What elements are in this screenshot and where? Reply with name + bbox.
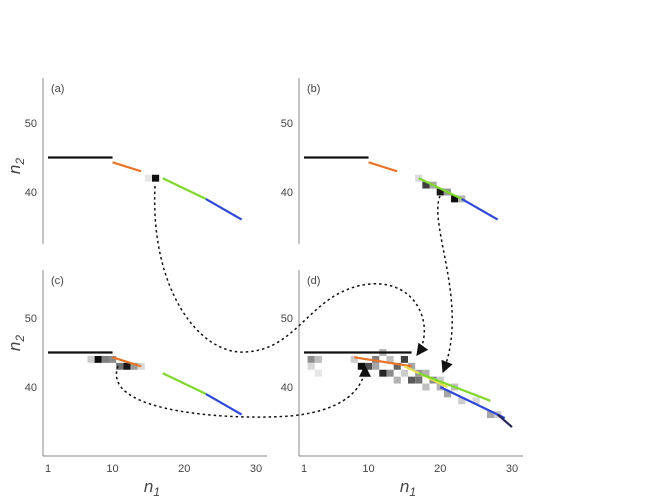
x-axis-title-right-sub: 1	[409, 485, 416, 498]
heat-cell	[130, 362, 138, 370]
heat-cell	[422, 181, 430, 189]
heat-cell	[400, 369, 408, 377]
series-blue	[205, 392, 243, 416]
heat-cell	[436, 188, 444, 196]
y-tick-label: 50	[281, 118, 293, 130]
heat-cell	[422, 369, 430, 377]
y-axis-title-top: n2	[5, 158, 27, 174]
panels: (a) 50 40 (b) 50 40 (c) 50 40 1 10 20 30 (d) 50 40 1 10 20…	[25, 78, 523, 475]
heat-cell	[307, 355, 315, 363]
panel-b: (b) 50 40	[281, 78, 499, 244]
heat-cell	[108, 355, 117, 363]
heat-cell	[152, 174, 160, 182]
series-orange	[368, 161, 398, 173]
heat-cell	[357, 362, 365, 370]
y-tick-label: 40	[281, 187, 293, 199]
x-tick-label: 1	[45, 463, 51, 475]
heat-cell	[116, 362, 124, 370]
heat-cell	[307, 362, 315, 370]
heat-cell	[144, 174, 152, 182]
panel-c: (c) 50 40 1 10 20 30	[25, 270, 267, 475]
series-orange	[112, 356, 142, 368]
x-tick-label: 10	[362, 463, 374, 475]
heat-cell	[314, 369, 322, 377]
heat-cell	[372, 362, 380, 370]
heat-cell	[436, 376, 444, 384]
heat-cell	[451, 195, 459, 203]
y-axis-title-top-sub: 2	[13, 158, 27, 166]
x-axis-title-left-sub: 1	[153, 485, 160, 498]
x-tick-label: 1	[301, 463, 307, 475]
series-lime	[162, 372, 207, 395]
arrow-c-to-d	[115, 364, 371, 418]
x-tick-label: 30	[250, 463, 262, 475]
x-tick-label: 20	[178, 463, 190, 475]
heat-cell	[314, 355, 322, 363]
series-lime	[162, 177, 207, 200]
panel-d: (d) 50 40 1 10 20 30	[281, 270, 523, 475]
series-blue	[439, 386, 506, 420]
heat-cell	[422, 383, 430, 391]
y-tick-label: 40	[25, 187, 37, 199]
heat-cell	[372, 355, 380, 363]
y-axis-title-top-main: n	[5, 165, 24, 174]
x-axis-title-right: n1	[400, 477, 416, 498]
x-tick-label: 20	[434, 463, 446, 475]
x-axis-title-left: n1	[144, 477, 160, 498]
y-tick-label: 40	[281, 382, 293, 394]
heat-cell	[364, 362, 373, 370]
connector-arrows	[115, 185, 453, 418]
heat-cell	[94, 355, 102, 363]
y-tick-label: 50	[25, 118, 37, 130]
y-axis-title-bottom-main: n	[5, 342, 24, 351]
arrow-a-to-d	[153, 185, 429, 356]
heat-cell	[415, 376, 423, 384]
panel-a: (a) 50 40	[25, 78, 243, 244]
heat-cell	[386, 369, 394, 377]
y-axis-title-bottom-sub: 2	[13, 335, 27, 343]
y-tick-label: 50	[25, 313, 37, 325]
heat-cell	[123, 362, 131, 370]
heat-cell	[386, 355, 394, 363]
panel-label-c: (c)	[51, 275, 64, 287]
panel-label-d: (d)	[307, 275, 320, 287]
series-lime	[418, 372, 491, 402]
heat-cell	[101, 355, 109, 363]
heat-cell	[408, 376, 416, 384]
series-blue	[461, 197, 499, 221]
x-axis-title-left-main: n	[144, 477, 153, 496]
heat-cell	[486, 411, 495, 419]
x-axis-title-right-main: n	[400, 477, 409, 496]
heat-cell	[443, 390, 452, 398]
heat-cell	[393, 376, 401, 384]
arrow-b-to-d	[437, 195, 453, 374]
panel-label-b: (b)	[307, 83, 320, 95]
series-navy	[496, 413, 513, 428]
y-tick-label: 50	[281, 313, 293, 325]
heat-cell	[472, 397, 480, 405]
heat-cell	[379, 369, 387, 377]
heat-cell	[350, 355, 358, 363]
series-lime	[418, 177, 463, 200]
heat-cell	[87, 355, 95, 363]
heat-cell	[400, 355, 408, 363]
y-axis-title-bottom: n2	[5, 335, 27, 351]
x-tick-label: 10	[106, 463, 118, 475]
panel-label-a: (a)	[51, 83, 64, 95]
series-orange	[354, 356, 412, 368]
x-tick-label: 30	[506, 463, 518, 475]
series-blue	[205, 197, 243, 221]
heat-cell	[393, 362, 401, 370]
heat-cell	[458, 397, 466, 405]
y-tick-label: 40	[25, 382, 37, 394]
series-orange	[112, 161, 142, 173]
